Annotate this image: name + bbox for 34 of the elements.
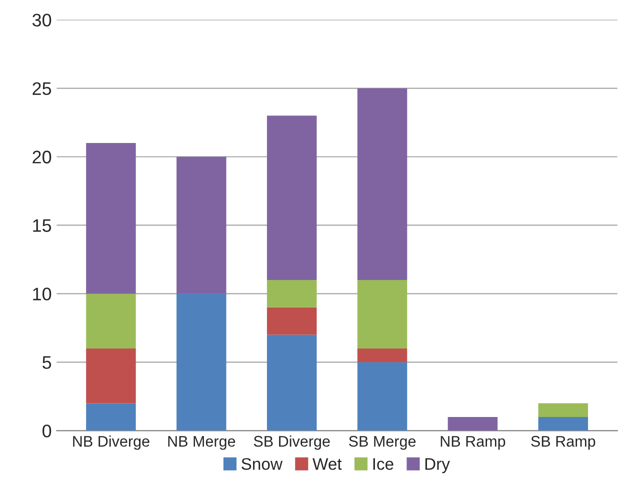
- bar: [176, 156, 226, 294]
- bar: [86, 294, 136, 348]
- y-tick-label: 5: [42, 356, 52, 369]
- y-tick-label: 15: [33, 219, 52, 232]
- bar: [357, 362, 408, 431]
- x-tick-label: SB Diverge: [254, 436, 330, 450]
- legend-label: Wet: [312, 458, 342, 470]
- bar: [538, 403, 588, 417]
- y-tick-label: 20: [32, 150, 52, 164]
- x-tick-label: NB Ramp: [440, 436, 506, 450]
- bar: [266, 280, 317, 308]
- bar: [266, 334, 317, 431]
- x-tick-label: NB Merge: [168, 436, 236, 450]
- x-tick-label: SB Ramp: [531, 436, 596, 450]
- x-tick-label: NB Diverge: [73, 436, 150, 450]
- bar: [86, 143, 136, 294]
- legend-label: Dry: [425, 458, 450, 474]
- y-tick-label: 25: [32, 82, 52, 95]
- legend-label: Ice: [373, 458, 394, 470]
- bar: [357, 280, 408, 348]
- bar: [86, 348, 136, 404]
- bar: [357, 88, 408, 280]
- x-tick-label: SB Merge: [349, 436, 416, 450]
- bar: [86, 403, 136, 431]
- legend-label: Snow: [242, 458, 283, 470]
- bar: [448, 416, 498, 431]
- y-tick-label: 0: [42, 424, 52, 438]
- bar: [357, 348, 408, 362]
- bar: [176, 294, 226, 431]
- y-tick-label: 30: [32, 14, 52, 27]
- bar: [538, 416, 588, 431]
- bar: [266, 307, 317, 335]
- bar: [266, 116, 317, 280]
- y-tick-label: 10: [33, 288, 52, 300]
